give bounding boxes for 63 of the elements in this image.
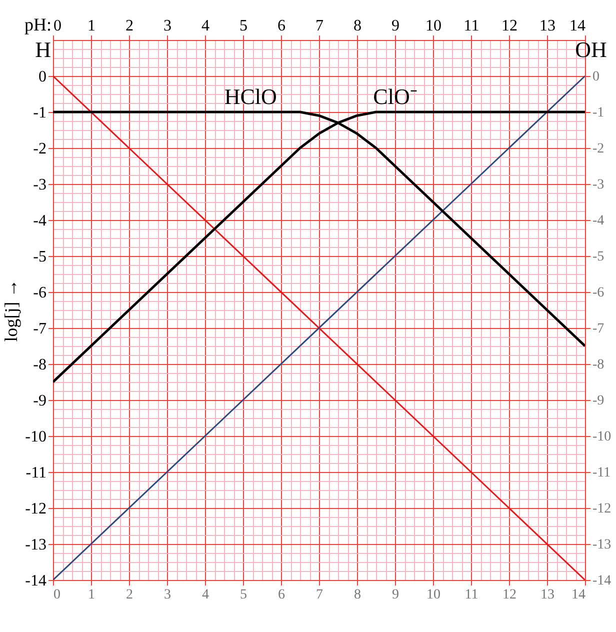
y-tick-label: -7	[33, 320, 46, 338]
x2-tick-label: 14	[572, 588, 586, 602]
x-tick-label: 7	[316, 18, 324, 34]
x2-tick-label: 12	[502, 588, 516, 602]
x2-tick-label: 8	[354, 588, 361, 602]
y-tick-label: -12	[25, 500, 46, 518]
x2-tick-label: 5	[240, 588, 247, 602]
y2-tick-label: -13	[592, 538, 612, 552]
x-tick-label: 1	[88, 18, 96, 34]
y-tick-label: -13	[25, 536, 46, 554]
x2-tick-label: 0	[54, 588, 60, 602]
y2-tick-label: -5	[592, 250, 604, 264]
y-tick-label: -10	[25, 428, 46, 446]
x-tick-label: 9	[392, 18, 400, 34]
x2-axis-title: pH:	[24, 14, 52, 34]
y2-tick-label: -9	[592, 394, 604, 408]
x2-tick-label: 9	[392, 588, 399, 602]
y2-tick-label: -1	[592, 106, 604, 120]
y2-tick-label: -7	[592, 322, 604, 336]
y2-tick-label: -8	[592, 358, 604, 372]
y2-tick-label: -3	[592, 178, 604, 192]
y2-tick-label: -12	[592, 502, 612, 516]
x2-tick-label: 4	[202, 588, 209, 602]
y2-tick-label: -14	[592, 574, 612, 588]
y-tick-label: -11	[26, 464, 46, 482]
y2-tick-label: -6	[592, 286, 604, 300]
x-tick-label: 12	[502, 18, 518, 34]
x-tick-label: 4	[202, 18, 210, 34]
x2-tick-label: 1	[88, 588, 95, 602]
x-tick-label: 8	[354, 18, 362, 34]
y-tick-label: -6	[33, 284, 46, 302]
y2-tick-label: -4	[592, 214, 604, 228]
x-tick-label: 13	[540, 18, 556, 34]
x-tick-label: 3	[164, 18, 172, 34]
annotation: H	[35, 37, 52, 62]
x2-tick-label: 7	[316, 588, 323, 602]
y2-tick-label: -10	[592, 430, 612, 444]
y-tick-label: -9	[33, 392, 46, 410]
y2-tick-label: -11	[592, 466, 611, 480]
x-tick-label: 5	[240, 18, 248, 34]
y-tick-label: 0	[38, 68, 46, 86]
x-tick-label: 14	[570, 18, 586, 34]
x2-tick-label: 2	[126, 588, 133, 602]
y-axis-title: log[j] →	[1, 279, 22, 342]
y-tick-label: -5	[33, 248, 46, 266]
x-tick-label: 10	[426, 18, 442, 34]
x2-tick-label: 10	[426, 588, 440, 602]
x2-tick-label: 13	[540, 588, 554, 602]
x-tick-label: 6	[278, 18, 286, 34]
y-tick-label: -14	[25, 572, 46, 590]
x-tick-label: 11	[464, 18, 480, 34]
x2-tick-label: 11	[464, 588, 478, 602]
y-tick-label: -3	[33, 176, 46, 194]
x2-tick-label: 6	[278, 588, 285, 602]
x-tick-label: 0	[54, 18, 62, 34]
x-tick-label: 2	[126, 18, 134, 34]
y-tick-label: -2	[33, 140, 46, 158]
y-tick-label: -8	[33, 356, 46, 374]
y-tick-label: -1	[33, 104, 46, 122]
y-tick-label: -4	[33, 212, 46, 230]
x2-tick-label: 3	[164, 588, 171, 602]
y2-tick-label: -2	[592, 142, 604, 156]
y2-tick-label: 0	[592, 70, 600, 84]
